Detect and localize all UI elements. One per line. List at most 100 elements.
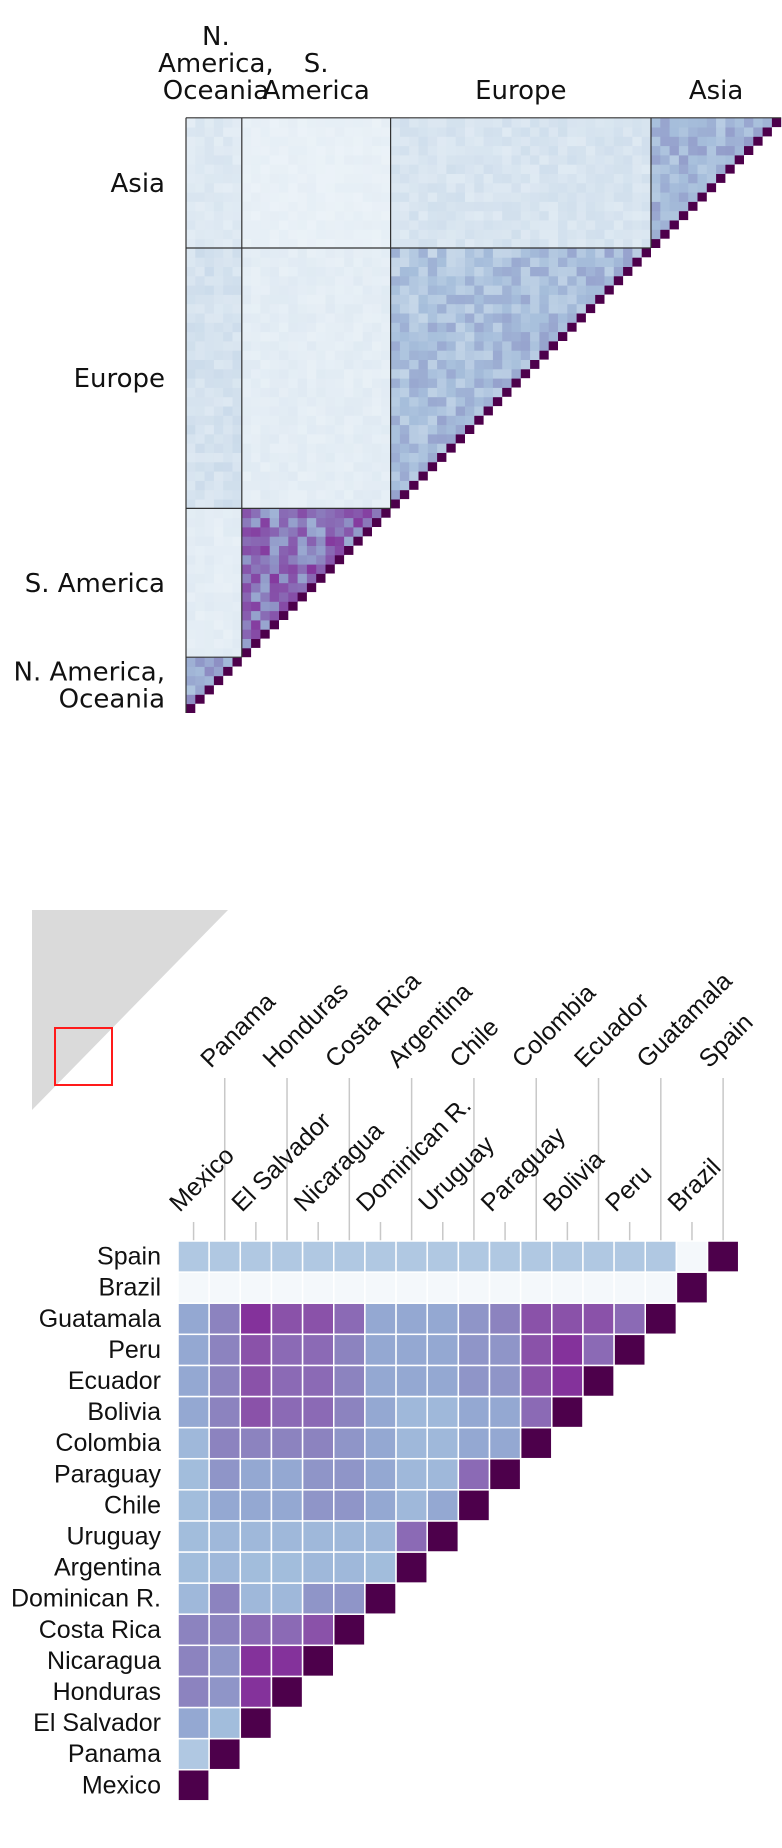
heatmap-cell <box>251 182 261 193</box>
heatmap-cell <box>595 220 605 230</box>
heatmap-cell <box>613 1302 646 1336</box>
heatmap-cell <box>297 461 308 472</box>
heatmap-cell <box>279 378 289 388</box>
heatmap-cell <box>457 1240 491 1273</box>
heatmap-cell <box>232 313 243 323</box>
heatmap-cell <box>660 201 670 212</box>
heatmap-cell <box>502 266 512 277</box>
heatmap-cell <box>195 620 205 630</box>
heatmap-cell <box>548 266 559 277</box>
diagonal-cell <box>558 331 568 341</box>
heatmap-cell <box>520 266 531 277</box>
heatmap-cell <box>213 210 224 221</box>
heatmap-cell <box>474 220 484 230</box>
heatmap-cell <box>232 536 243 546</box>
heatmap-cell <box>223 229 233 240</box>
heatmap-cell <box>334 461 345 472</box>
heatmap-cell <box>530 294 540 305</box>
heatmap-cell <box>409 257 419 267</box>
heatmap-cell <box>390 220 401 230</box>
heatmap-cell <box>492 220 503 230</box>
heatmap-cell <box>260 331 271 342</box>
heatmap-cell <box>195 582 205 593</box>
diagonal-cell <box>623 266 633 276</box>
heatmap-cell <box>492 201 503 212</box>
heatmap-cell <box>269 229 280 240</box>
heatmap-cell <box>427 434 438 444</box>
heatmap-cell <box>213 527 224 537</box>
heatmap-cell <box>474 396 484 407</box>
heatmap-cell <box>269 294 280 305</box>
heatmap-cell <box>344 443 354 453</box>
heatmap-cell <box>465 266 475 277</box>
heatmap-cell <box>669 136 680 147</box>
heatmap-cell <box>333 1240 366 1273</box>
heatmap-cell <box>344 434 354 444</box>
heatmap-cell <box>306 443 317 453</box>
heatmap-cell <box>334 415 345 426</box>
heatmap-cell <box>251 508 261 519</box>
heatmap-cell <box>399 368 410 379</box>
heatmap-cell <box>195 387 205 398</box>
heatmap-cell <box>204 173 215 184</box>
heatmap-cell <box>399 303 410 314</box>
heatmap-cell <box>390 201 401 212</box>
heatmap-cell <box>465 275 475 286</box>
heatmap-cell <box>186 248 196 258</box>
heatmap-cell <box>241 350 252 360</box>
heatmap-cell <box>362 387 373 398</box>
heatmap-cell <box>716 117 726 128</box>
heatmap-cell <box>465 368 475 379</box>
heatmap-cell <box>511 155 522 165</box>
heatmap-cell <box>195 136 205 147</box>
heatmap-cell <box>390 182 401 193</box>
heatmap-cell <box>558 238 568 249</box>
heatmap-cell <box>251 396 261 407</box>
heatmap-cell <box>362 210 373 221</box>
heatmap-cell <box>269 220 280 230</box>
column-guides <box>192 1078 724 1241</box>
heatmap-cell <box>223 452 233 463</box>
heatmap-cell <box>548 117 559 128</box>
heatmap-cell <box>186 182 196 193</box>
heatmap-cell <box>186 368 196 379</box>
heatmap-cell <box>204 182 215 193</box>
heatmap-cell <box>186 238 196 249</box>
heatmap-cell <box>269 554 280 565</box>
heatmap-cell <box>279 229 289 240</box>
heatmap-cell <box>427 220 438 230</box>
heatmap-cell <box>232 610 243 621</box>
heatmap-cell <box>241 517 252 528</box>
heatmap-cell <box>372 117 382 128</box>
heatmap-cell <box>186 694 196 705</box>
heatmap-cell <box>241 341 252 351</box>
heatmap-cell <box>223 368 233 379</box>
heatmap-cell <box>502 275 512 286</box>
heatmap-cell <box>539 275 550 286</box>
heatmap-cell <box>418 461 429 472</box>
heatmap-cell <box>725 127 736 137</box>
heatmap-cell <box>623 220 633 230</box>
heatmap-cell <box>195 406 205 416</box>
heatmap-cell <box>297 331 308 342</box>
heatmap-cell <box>613 201 624 212</box>
heatmap-cell <box>260 573 271 584</box>
heatmap-cell <box>483 248 494 258</box>
heatmap-cell <box>334 164 345 174</box>
heatmap-cell <box>241 164 252 174</box>
heatmap-cell <box>483 210 494 221</box>
heatmap-cell <box>381 452 391 463</box>
heatmap-cell <box>195 685 205 695</box>
heatmap-cell <box>241 303 252 314</box>
heatmap-cell <box>195 499 205 509</box>
heatmap-cell <box>269 434 280 444</box>
heatmap-cell <box>269 452 280 463</box>
heatmap-cell <box>530 229 540 240</box>
heatmap-cell <box>623 136 633 147</box>
heatmap-cell <box>260 210 271 221</box>
heatmap-cell <box>344 117 354 128</box>
heatmap-cell <box>688 136 698 147</box>
heatmap-cell <box>576 229 587 240</box>
heatmap-cell <box>362 378 373 388</box>
heatmap-cell <box>585 117 596 128</box>
